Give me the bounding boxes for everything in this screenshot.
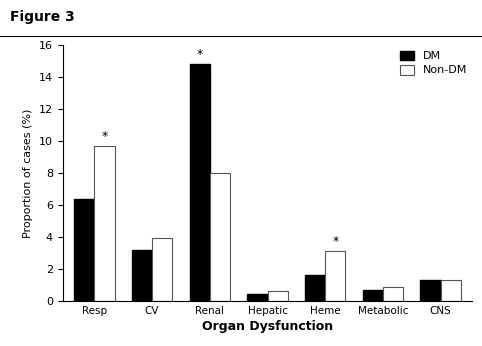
Bar bbox=[152, 238, 172, 301]
Bar bbox=[363, 290, 383, 301]
Bar bbox=[268, 291, 288, 301]
Bar bbox=[132, 250, 152, 301]
X-axis label: Organ Dysfunction: Organ Dysfunction bbox=[202, 320, 333, 333]
Bar bbox=[420, 280, 441, 301]
Text: *: * bbox=[332, 235, 338, 248]
Bar bbox=[210, 173, 230, 301]
Bar bbox=[325, 252, 346, 301]
Bar bbox=[94, 146, 115, 301]
Text: *: * bbox=[101, 130, 107, 143]
Text: *: * bbox=[197, 48, 203, 61]
Legend: DM, Non-DM: DM, Non-DM bbox=[400, 51, 467, 75]
Bar bbox=[441, 280, 461, 301]
Bar bbox=[247, 294, 268, 301]
Text: Figure 3: Figure 3 bbox=[10, 9, 74, 24]
Bar bbox=[74, 199, 94, 301]
Y-axis label: Proportion of cases (%): Proportion of cases (%) bbox=[23, 108, 33, 238]
Bar bbox=[189, 64, 210, 301]
Bar bbox=[383, 288, 403, 301]
Bar bbox=[305, 275, 325, 301]
